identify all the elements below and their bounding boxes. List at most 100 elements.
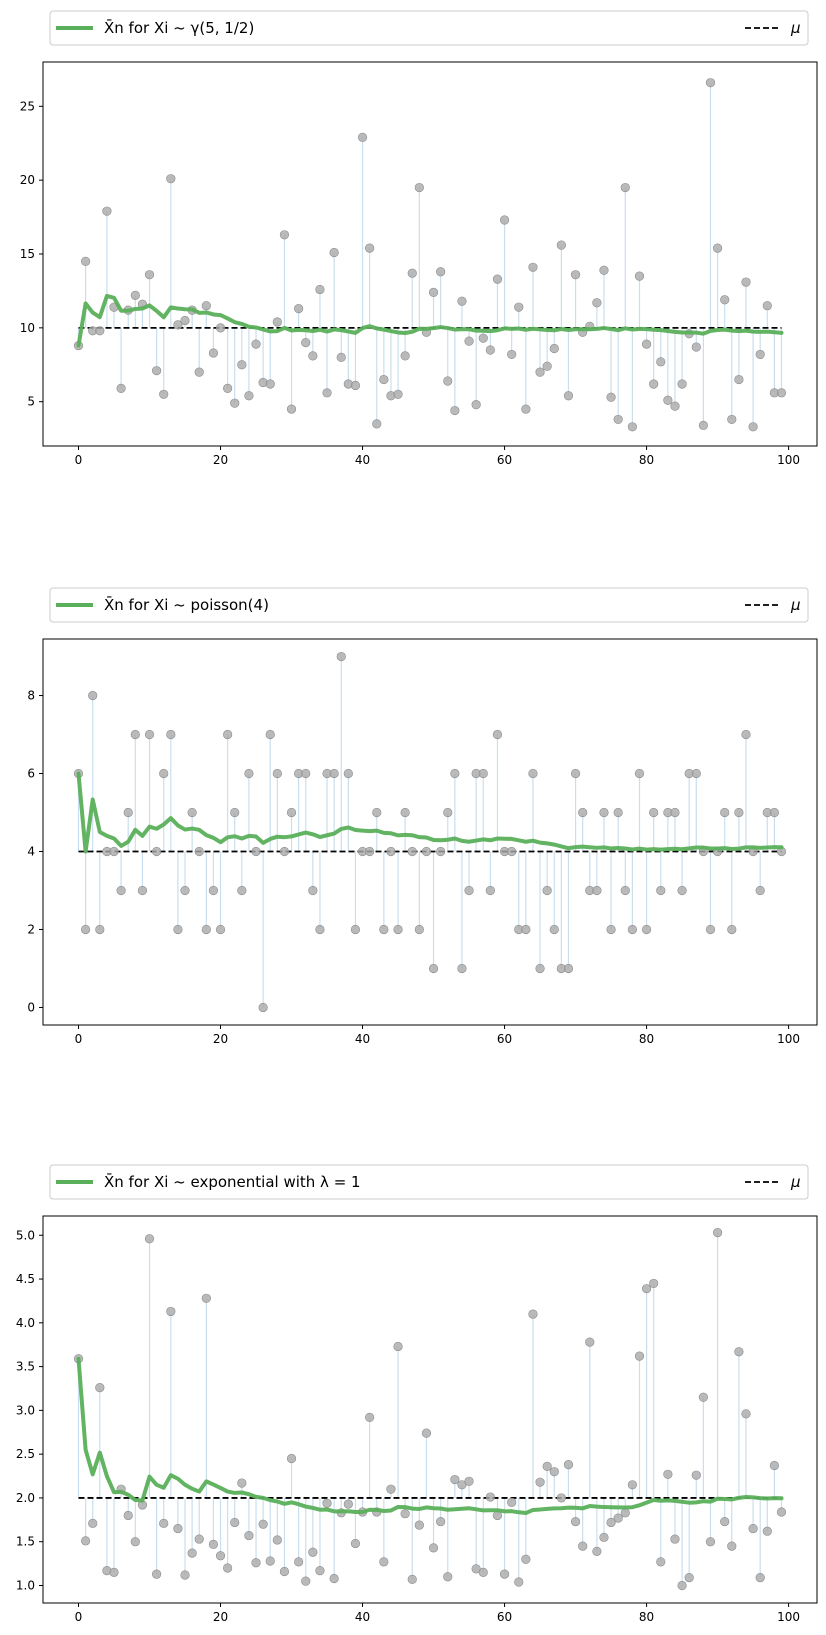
sample-point [436,846,446,857]
sample-point [698,420,708,430]
axes-frame [42,61,818,447]
sample-point [549,343,559,354]
sample-point [464,885,474,896]
legend: X̄n for Xi ~ poisson(4) μ [49,587,809,623]
running-mean-line [76,771,784,854]
sample-point [677,379,687,389]
sample-point [230,807,240,818]
x-tick-label: 100 [777,453,800,467]
sample-point [407,846,417,857]
sample-point [627,422,637,432]
sample-point [436,267,446,277]
y-tick-label: 5.0 [16,1228,35,1242]
legend-mu-label: μ [790,596,801,614]
sample-point [436,1516,446,1527]
sample-point [130,729,140,740]
sample-point [507,846,517,857]
x-tick-label: 40 [355,453,370,467]
sample-point [563,1460,574,1470]
sample-point [478,768,488,779]
sample-point [507,349,517,360]
sample-point [215,924,226,935]
sample-point [208,1539,219,1549]
x-tick-label: 60 [497,1610,512,1624]
sample-point [641,339,652,349]
sample-point [414,182,424,193]
sample-point [265,729,275,740]
sample-point [549,924,559,935]
sample-point [244,391,254,401]
sample-point [272,1535,282,1545]
sample-point [81,256,91,266]
sample-point [464,336,474,346]
y-tick-label: 2.5 [16,1447,35,1461]
sample-point [258,1002,268,1013]
sample-point [244,768,254,779]
sample-point [159,389,169,399]
sample-point [116,383,126,394]
sample-point [393,1341,403,1352]
sample-point [521,1554,531,1564]
sample-point [130,1537,140,1547]
sample-point [556,240,566,250]
sample-point [265,1556,275,1566]
sample-point [620,1508,630,1518]
sample-point [286,1453,297,1464]
sample-point [223,729,233,740]
sample-point [279,1566,290,1577]
sample-point [95,326,105,336]
sample-point [81,1536,91,1546]
sample-point [464,1476,474,1486]
sample-point [166,174,176,184]
sample-point [450,1474,460,1485]
sample-point [428,287,439,298]
sample-point [656,357,666,367]
sample-point [194,1534,204,1544]
sample-point [237,1478,247,1488]
sample-point [144,1234,155,1244]
sample-point [542,1461,552,1472]
sample-point [712,243,723,253]
sample-point [152,846,162,857]
sample-point [379,924,389,935]
sample-point [570,270,581,280]
sample-point [755,1573,765,1583]
sample-point [329,768,339,779]
sample-point [549,1467,559,1477]
sample-point [109,846,119,857]
sample-point [499,1569,510,1579]
sample-point [372,419,382,429]
sample-point [620,182,630,193]
y-tick-label: 2.0 [16,1491,35,1505]
stems [77,656,775,1008]
sample-point [428,1543,439,1553]
sample-point [485,345,495,355]
sample-point [123,807,133,818]
sample-point [727,414,737,425]
axes-frame [42,1215,818,1604]
sample-point [670,1534,680,1544]
sample-point [308,1547,318,1557]
y-tick-label: 15 [20,247,35,261]
chart-panel-2: X̄n for Xi ~ poisson(4) μ 0 20 40 60 80 100 0 2 4 6… [27,587,818,1046]
sample-point [734,807,744,818]
sample-point [400,807,410,818]
sample-point [734,1347,744,1357]
sample-point [116,885,126,896]
sample-point [563,391,574,401]
sample-point [471,400,481,410]
sample-point [599,265,609,275]
sample-point [762,301,772,311]
sample-point [720,807,730,818]
y-tick-label: 6 [27,767,35,781]
x-tick-label: 40 [355,1032,370,1046]
sample-point [499,215,510,225]
sample-point [578,807,588,818]
sample-point [613,1513,623,1523]
x-tick-label: 0 [75,1032,83,1046]
sample-point [81,924,91,935]
sample-point [223,383,233,394]
sample-point [159,1518,169,1528]
sample-point [301,338,311,348]
sample-point [755,885,765,896]
